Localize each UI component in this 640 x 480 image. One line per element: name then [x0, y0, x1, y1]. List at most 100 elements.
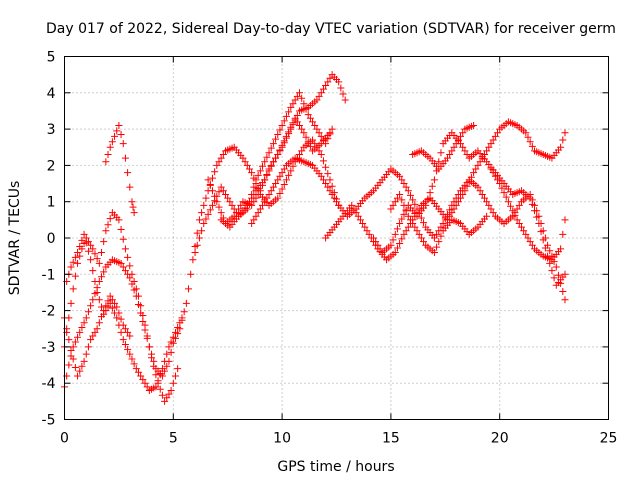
data-point: [124, 253, 132, 261]
data-point: [326, 74, 334, 82]
data-point: [163, 394, 171, 402]
data-point: [200, 201, 208, 209]
data-point: [174, 324, 182, 332]
series-track-4: [61, 292, 134, 380]
data-point: [548, 267, 556, 275]
data-point: [531, 207, 539, 215]
data-point: [121, 325, 129, 333]
data-point: [400, 201, 408, 209]
data-point: [300, 100, 308, 108]
data-point: [80, 319, 88, 327]
data-point: [67, 263, 75, 271]
data-point: [132, 285, 140, 293]
data-point: [154, 377, 162, 385]
data-point: [71, 253, 79, 261]
data-point: [124, 328, 132, 336]
data-point: [554, 271, 562, 279]
data-point: [311, 121, 319, 129]
data-point: [524, 234, 532, 242]
data-point: [108, 296, 116, 304]
data-point: [398, 235, 406, 243]
data-point: [169, 333, 177, 341]
data-point: [108, 138, 116, 146]
data-point: [134, 368, 142, 376]
data-point: [228, 201, 236, 209]
data-point: [89, 332, 97, 340]
data-point: [450, 205, 458, 213]
data-point: [69, 285, 77, 293]
data-point: [317, 151, 325, 159]
data-point: [313, 125, 321, 133]
data-point: [167, 386, 175, 394]
data-point: [169, 379, 177, 387]
data-point: [304, 138, 312, 146]
data-point: [208, 201, 216, 209]
data-point: [226, 198, 234, 206]
data-point: [76, 328, 84, 336]
data-point: [100, 307, 108, 315]
data-point: [487, 205, 495, 213]
data-point: [296, 89, 304, 97]
data-point: [163, 350, 171, 358]
data-point: [145, 343, 153, 351]
data-point: [224, 194, 232, 202]
data-point: [185, 285, 193, 293]
data-point: [306, 142, 314, 150]
data-point: [141, 379, 149, 387]
data-point: [282, 132, 290, 140]
data-point: [65, 361, 73, 369]
data-point: [137, 372, 145, 380]
data-point: [100, 238, 108, 246]
data-point: [278, 169, 286, 177]
data-point: [454, 198, 462, 206]
data-point: [78, 236, 86, 244]
data-point: [561, 216, 569, 224]
data-point: [267, 161, 275, 169]
data-point: [215, 158, 223, 166]
data-point: [97, 273, 105, 281]
data-point: [213, 161, 221, 169]
data-point: [404, 223, 412, 231]
y-tick-label: 2: [47, 158, 56, 174]
data-point: [291, 114, 299, 122]
data-point: [106, 215, 114, 223]
data-point: [461, 187, 469, 195]
y-tick-label: 5: [47, 50, 56, 66]
axis-ticks: 0 5 10 15 20 25 -5 -4 -3 -2 -1 0 1 2 3 4 5: [42, 50, 618, 447]
data-point: [202, 215, 210, 223]
data-point: [522, 230, 530, 238]
data-point: [561, 270, 569, 278]
data-point: [156, 371, 164, 379]
data-point: [272, 180, 280, 188]
data-point: [404, 212, 412, 220]
data-point: [89, 296, 97, 304]
data-point: [252, 194, 260, 202]
data-point: [211, 168, 219, 176]
data-point: [498, 184, 506, 192]
data-point: [215, 203, 223, 211]
data-point: [265, 190, 273, 198]
data-point: [117, 259, 125, 267]
data-point: [491, 172, 499, 180]
data-point: [272, 135, 280, 143]
data-point: [278, 185, 286, 193]
data-point: [243, 161, 251, 169]
data-point: [459, 143, 467, 151]
y-tick-label: -5: [42, 413, 56, 429]
data-point: [489, 209, 497, 217]
data-point: [483, 212, 491, 220]
data-point: [411, 200, 419, 208]
data-point: [256, 167, 264, 175]
data-point: [374, 241, 382, 249]
data-point: [448, 209, 456, 217]
data-point: [463, 151, 471, 159]
data-point: [528, 241, 536, 249]
data-point: [354, 212, 362, 220]
data-point: [494, 176, 502, 184]
data-point: [71, 272, 79, 280]
data-point: [406, 216, 414, 224]
data-point: [158, 391, 166, 399]
data-point: [428, 182, 436, 190]
data-point: [158, 365, 166, 373]
